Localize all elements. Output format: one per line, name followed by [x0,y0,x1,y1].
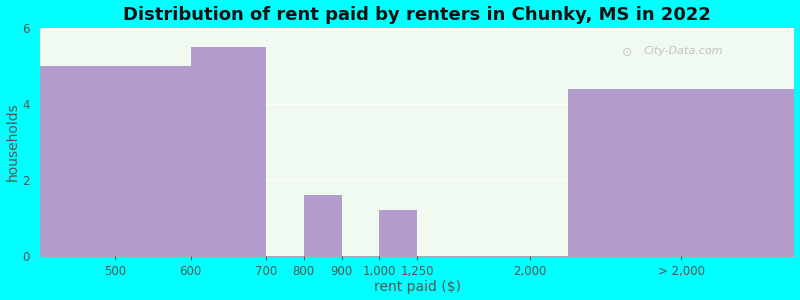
X-axis label: rent paid ($): rent paid ($) [374,280,461,294]
Bar [190,47,266,256]
Title: Distribution of rent paid by renters in Chunky, MS in 2022: Distribution of rent paid by renters in … [123,6,711,24]
Bar [568,88,794,256]
Bar [379,210,417,256]
Text: City-Data.com: City-Data.com [643,46,723,56]
Text: ⊙: ⊙ [622,46,632,59]
Bar [39,66,190,256]
Y-axis label: households: households [6,102,19,181]
Bar [304,195,342,256]
